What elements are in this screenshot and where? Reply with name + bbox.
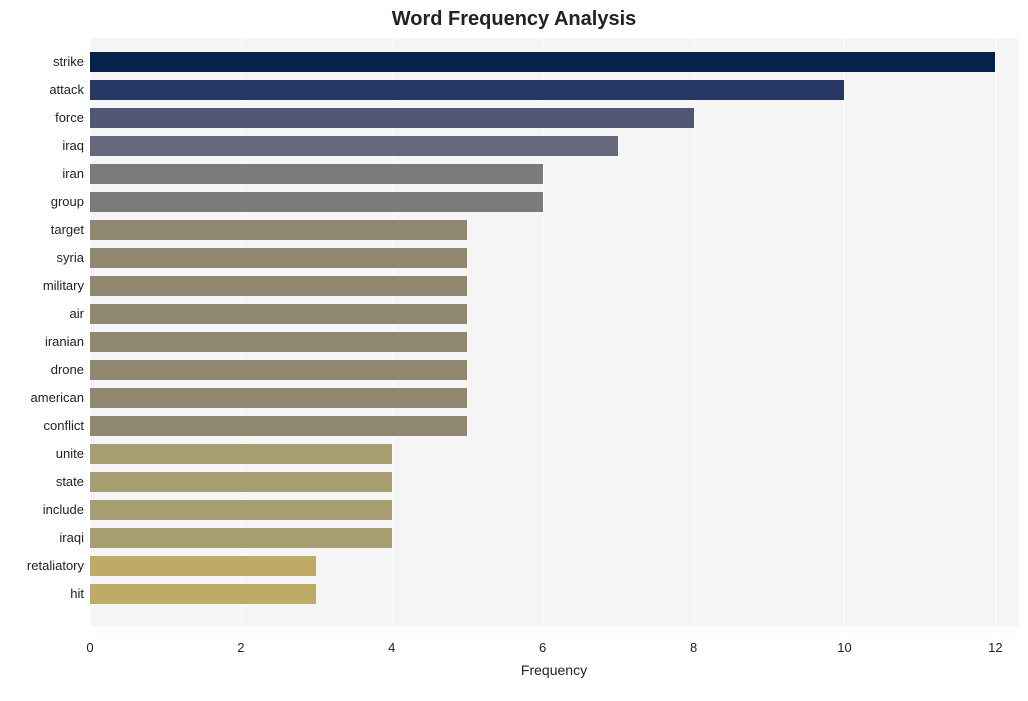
bar xyxy=(90,360,467,380)
y-tick-label: iraq xyxy=(4,136,84,156)
bar xyxy=(90,556,316,576)
bar xyxy=(90,332,467,352)
y-tick-label: iraqi xyxy=(4,528,84,548)
bar xyxy=(90,108,694,128)
bar xyxy=(90,220,467,240)
bar xyxy=(90,248,467,268)
plot-area xyxy=(90,38,1018,636)
x-tick-label: 0 xyxy=(86,640,93,655)
y-tick-label: american xyxy=(4,388,84,408)
bar xyxy=(90,500,392,520)
y-tick-label: group xyxy=(4,192,84,212)
chart-title: Word Frequency Analysis xyxy=(0,8,1028,31)
bar xyxy=(90,584,316,604)
y-tick-label: hit xyxy=(4,584,84,604)
y-tick-label: iranian xyxy=(4,332,84,352)
y-tick-label: syria xyxy=(4,248,84,268)
bar xyxy=(90,528,392,548)
bar xyxy=(90,416,467,436)
gridline xyxy=(694,38,695,636)
x-tick-label: 4 xyxy=(388,640,395,655)
bar xyxy=(90,472,392,492)
chart-container: Word Frequency Analysis Frequency strike… xyxy=(0,0,1028,701)
y-tick-label: drone xyxy=(4,360,84,380)
y-tick-label: state xyxy=(4,472,84,492)
gridline xyxy=(844,38,845,636)
x-tick-label: 10 xyxy=(837,640,851,655)
bar xyxy=(90,52,995,72)
gridline xyxy=(995,38,996,636)
bar xyxy=(90,304,467,324)
x-tick-label: 2 xyxy=(237,640,244,655)
bar xyxy=(90,388,467,408)
y-tick-label: air xyxy=(4,304,84,324)
x-tick-label: 6 xyxy=(539,640,546,655)
y-tick-label: military xyxy=(4,276,84,296)
y-tick-label: include xyxy=(4,500,84,520)
x-tick-label: 8 xyxy=(690,640,697,655)
y-tick-label: force xyxy=(4,108,84,128)
bar xyxy=(90,164,543,184)
y-tick-label: attack xyxy=(4,80,84,100)
y-tick-label: conflict xyxy=(4,416,84,436)
y-tick-label: retaliatory xyxy=(4,556,84,576)
bar xyxy=(90,136,618,156)
y-tick-label: strike xyxy=(4,52,84,72)
y-tick-label: unite xyxy=(4,444,84,464)
x-axis-label: Frequency xyxy=(90,662,1018,678)
bar xyxy=(90,80,844,100)
bar xyxy=(90,276,467,296)
y-tick-label: target xyxy=(4,220,84,240)
y-tick-label: iran xyxy=(4,164,84,184)
bar xyxy=(90,444,392,464)
bar xyxy=(90,192,543,212)
x-tick-label: 12 xyxy=(988,640,1002,655)
